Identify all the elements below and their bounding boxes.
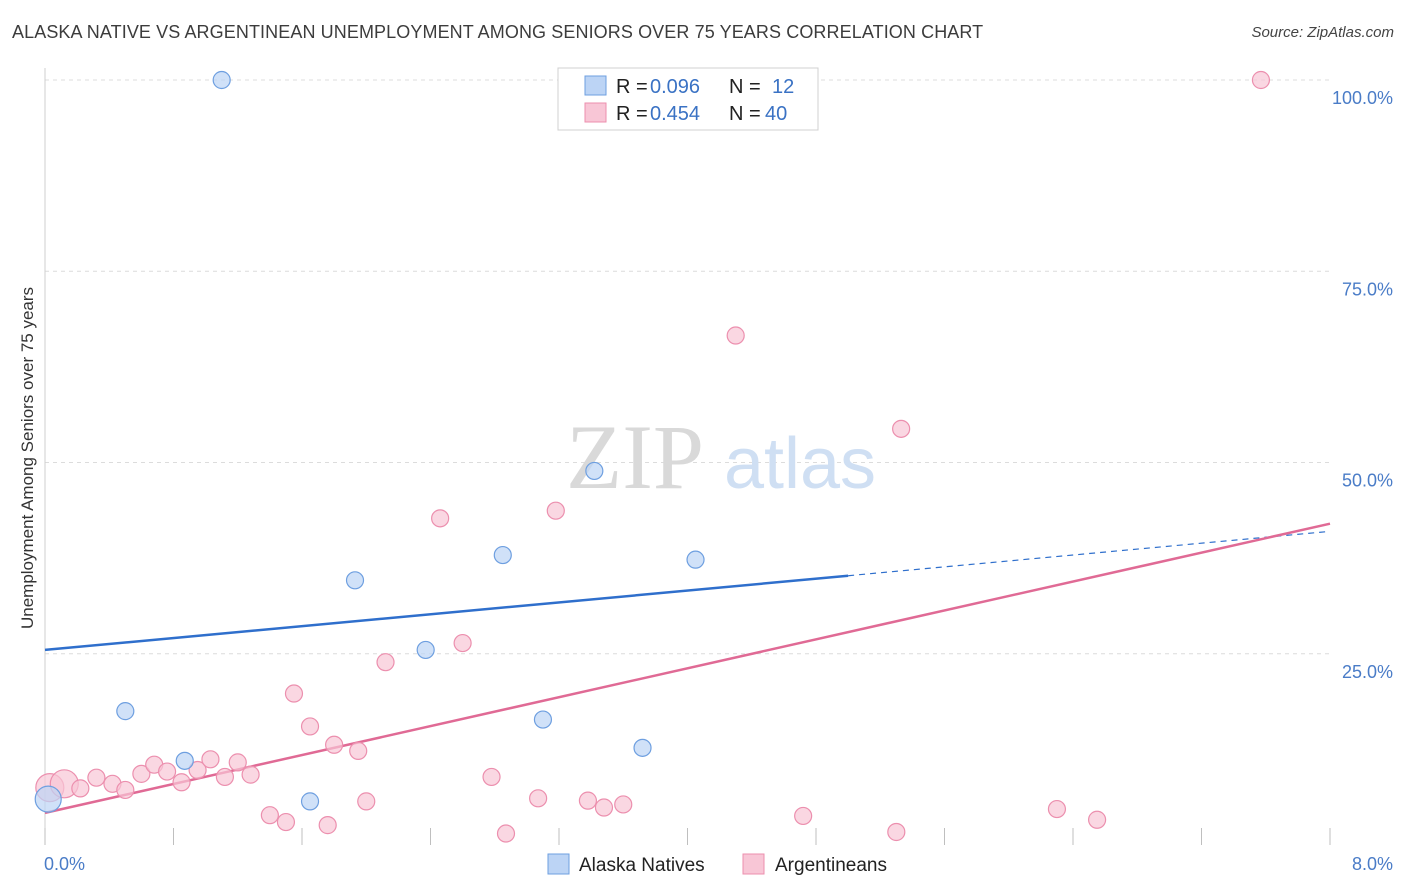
point-1-6 — [132, 764, 151, 783]
point-1-22 — [357, 792, 376, 811]
source-label: Source: ZipAtlas.com — [1251, 24, 1394, 41]
point-1-36 — [887, 822, 906, 842]
point-1-31 — [594, 798, 614, 817]
point-0-4 — [300, 792, 320, 811]
point-1-30 — [578, 791, 598, 810]
point-1-3 — [87, 768, 106, 787]
point-1-33 — [726, 326, 745, 345]
watermark-zip: ZIP — [566, 406, 704, 508]
point-1-37 — [1047, 799, 1067, 819]
point-0-5 — [345, 571, 365, 590]
y-tick-label-3: 100.0% — [1332, 88, 1393, 108]
point-1-27 — [496, 824, 516, 843]
point-1-20 — [325, 735, 344, 754]
point-1-25 — [453, 633, 472, 653]
series-legend: Alaska Natives Argentineans — [547, 853, 887, 876]
point-1-34 — [794, 806, 813, 826]
point-0-0 — [34, 785, 62, 813]
trend-line-ext-0 — [848, 530, 1331, 577]
legend-n-value-1: 12 — [772, 76, 794, 98]
y-axis-label: Unemployment Among Seniors over 75 years — [18, 287, 37, 629]
chart-title: ALASKA NATIVE VS ARGENTINEAN UNEMPLOYMEN… — [12, 22, 984, 42]
legend-n-label-2: N = — [729, 103, 761, 125]
point-1-39 — [1251, 70, 1271, 90]
point-0-3 — [212, 70, 231, 90]
legend-swatch-alaska — [584, 75, 607, 96]
point-1-9 — [172, 773, 191, 792]
stats-legend: R = 0.096 N = 12 R = 0.454 N = 40 — [557, 67, 819, 131]
tick-labels: 25.0% 50.0% 75.0% 100.0% 0.0% 8.0% — [44, 88, 1393, 874]
point-1-23 — [376, 653, 395, 672]
point-1-32 — [614, 795, 633, 814]
bottom-legend-swatch-argentineans — [742, 853, 765, 875]
point-0-11 — [686, 550, 705, 569]
point-1-11 — [201, 750, 220, 769]
point-1-15 — [260, 806, 279, 825]
point-0-7 — [493, 545, 512, 565]
watermark-atlas: atlas — [724, 424, 876, 504]
point-1-16 — [276, 812, 296, 832]
x-tick-label-0: 0.0% — [44, 854, 85, 874]
point-1-8 — [157, 762, 177, 781]
point-0-2 — [175, 751, 194, 770]
trend-line-1 — [44, 522, 1331, 815]
point-1-13 — [228, 753, 247, 772]
point-0-9 — [585, 461, 604, 481]
point-1-35 — [892, 419, 911, 438]
point-0-1 — [116, 702, 135, 721]
point-1-21 — [349, 741, 368, 761]
point-1-12 — [215, 767, 234, 787]
point-1-26 — [482, 767, 501, 787]
point-1-19 — [318, 816, 337, 835]
watermark: ZIP atlas — [566, 406, 876, 508]
bottom-legend-label-argentineans: Argentineans — [775, 855, 887, 876]
point-0-8 — [533, 710, 553, 729]
bottom-legend-label-alaska: Alaska Natives — [579, 855, 705, 876]
point-0-10 — [633, 738, 652, 757]
y-tick-label-1: 50.0% — [1342, 471, 1393, 491]
point-1-14 — [241, 765, 260, 784]
point-1-38 — [1087, 810, 1107, 829]
trend-line-0 — [44, 574, 849, 652]
x-tick-label-1: 8.0% — [1352, 854, 1393, 874]
trend-lines — [44, 522, 1331, 815]
bottom-legend-swatch-alaska — [547, 853, 570, 875]
point-1-18 — [300, 717, 320, 736]
legend-n-value-2: 40 — [765, 103, 787, 125]
point-0-6 — [416, 640, 435, 660]
point-1-24 — [431, 509, 450, 528]
legend-r-value-2: 0.454 — [650, 103, 700, 125]
data-points — [34, 70, 1271, 843]
point-1-10 — [188, 760, 207, 780]
y-tick-label-0: 25.0% — [1342, 662, 1393, 682]
point-1-5 — [116, 780, 135, 800]
legend-swatch-argentineans — [584, 102, 607, 123]
legend-r-label-1: R = — [616, 76, 648, 98]
point-1-28 — [529, 789, 548, 808]
point-1-2 — [71, 779, 90, 798]
axes — [44, 68, 1331, 845]
y-tick-label-2: 75.0% — [1342, 279, 1393, 299]
legend-n-label-1: N = — [729, 76, 761, 98]
point-1-29 — [546, 501, 565, 520]
point-1-17 — [284, 684, 304, 703]
legend-r-label-2: R = — [616, 103, 648, 125]
legend-r-value-1: 0.096 — [650, 76, 700, 98]
